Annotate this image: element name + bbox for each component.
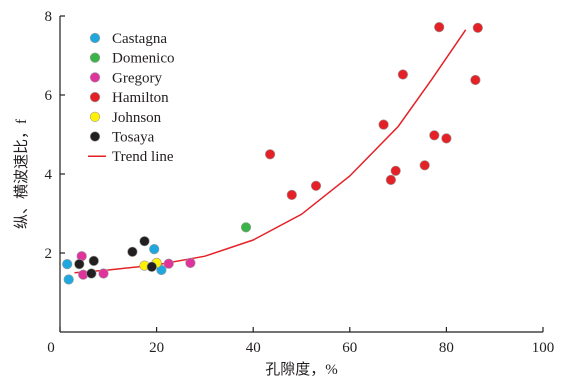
legend-label-trend-line: Trend line [112,149,174,165]
data-point-hamilton [378,119,389,130]
legend-marker-hamilton [89,91,101,103]
data-point-hamilton [472,22,483,33]
x-axis-label: 孔隙度，% [265,361,338,378]
data-point-castagna [62,259,73,270]
plot-area: 0 20 40 60 80 100 2 4 6 8 [45,9,555,356]
y-tick-label: 8 [45,9,53,25]
data-point-gregory [98,268,109,279]
legend-marker-tosaya [89,131,101,142]
y-tick-label: 4 [45,167,53,183]
data-point-castagna [63,274,74,285]
x-tick-label: 60 [342,340,357,356]
data-point-tosaya [139,236,150,247]
data-point-hamilton [441,133,452,144]
data-point-hamilton [397,69,409,80]
legend-label-hamilton: Hamilton [112,90,169,106]
y-tick-label: 2 [45,246,53,262]
data-point-gregory [185,257,196,269]
y-axis-ticks: 2 4 6 8 [45,9,65,262]
legend-marker-castagna [89,32,101,44]
data-point-hamilton [265,149,276,160]
data-point-tosaya [88,255,99,267]
data-point-hamilton [434,21,445,33]
legend-label-domenico: Domenico [112,51,174,67]
data-point-hamilton [429,130,440,141]
data-point-domenico [240,222,252,233]
x-tick-label: 100 [532,340,555,356]
data-point-tosaya [146,261,157,272]
x-tick-label: 80 [439,340,454,356]
legend-marker-domenico [89,52,101,63]
data-point-gregory [163,258,174,269]
data-point-hamilton [419,160,430,171]
data-point-hamilton [390,165,401,176]
y-tick-label: 6 [45,88,53,104]
x-tick-label: 40 [246,340,261,356]
trend-line [74,29,467,274]
data-point-hamilton [385,174,397,185]
data-points [62,21,483,285]
legend-marker-johnson [89,111,101,122]
x-tick-label: 20 [149,340,164,356]
data-point-hamilton [286,189,297,200]
legend-label-gregory: Gregory [112,70,162,86]
legend-label-johnson: Johnson [112,110,162,126]
legend-label-castagna: Castagna [112,31,167,47]
data-point-tosaya [74,259,85,270]
legend-marker-gregory [89,72,101,83]
y-axis-label: 纵、横波速比，f [13,119,30,229]
x-tick-label: 0 [47,340,55,356]
data-point-castagna [149,244,160,255]
data-point-hamilton [470,74,481,86]
legend-label-tosaya: Tosaya [112,130,155,146]
data-point-tosaya [127,246,138,257]
data-point-hamilton [310,180,322,191]
data-point-tosaya [86,268,97,279]
legend: Castagna Domenico Gregory Hamilton Johnson To… [88,31,174,165]
data-point-castagna [156,264,167,276]
x-axis-ticks: 0 20 40 60 80 100 [47,327,554,356]
